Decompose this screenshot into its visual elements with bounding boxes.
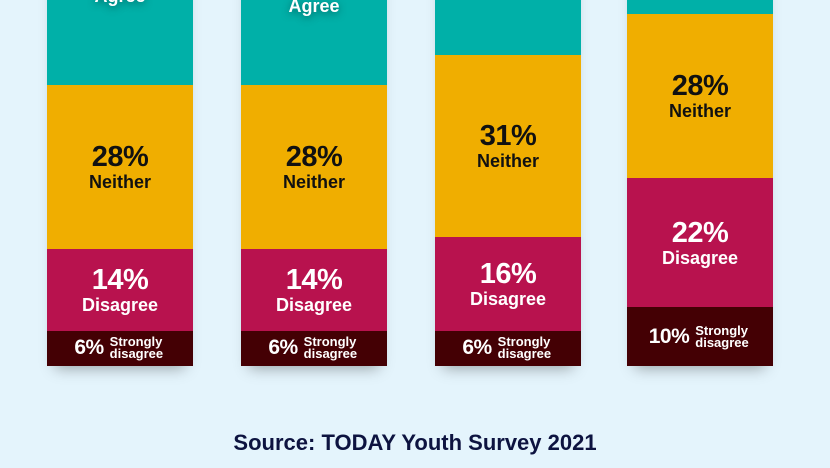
segment-agree xyxy=(627,0,773,15)
segment-value: 16% xyxy=(479,257,537,290)
segment-label: Disagree xyxy=(661,247,739,268)
segment-neither: 28% Neither xyxy=(627,14,773,179)
segment-disagree: 16% Disagree xyxy=(435,237,581,331)
segment-value: 14% xyxy=(285,263,343,296)
label-line: Strongly xyxy=(303,334,357,350)
bar-1: 6%Stronglydisagree14%Disagree28%NeitherA… xyxy=(47,0,193,366)
bar-4: 10% Strongly disagree 22% Disagree 28% Neither xyxy=(627,0,773,366)
segment-label: Strongly disagree xyxy=(497,334,554,362)
segment-label: Neither xyxy=(88,171,151,192)
segment-value: 31% xyxy=(479,120,537,153)
segment-value: 28% xyxy=(91,140,149,173)
source-caption: Source: TODAY Youth Survey 2021 xyxy=(233,430,597,455)
segment-label: Agree xyxy=(288,0,340,16)
segment-value: 14% xyxy=(91,263,149,296)
segment-disagree: 22% Disagree xyxy=(627,178,773,308)
segment-strongly-disagree: 10% Strongly disagree xyxy=(627,307,773,366)
label-line: disagree xyxy=(497,346,552,362)
label-line: disagree xyxy=(109,346,164,362)
segment-label: Neither xyxy=(476,151,539,172)
segment-value: 6% xyxy=(268,336,298,360)
segment-agree xyxy=(435,0,581,56)
segment-value: 22% xyxy=(671,216,729,249)
segment-label: Neither xyxy=(282,171,345,192)
segment-value: 6% xyxy=(74,336,104,360)
segment-label: Disagree xyxy=(469,288,547,309)
segment-label: Disagree xyxy=(81,294,159,315)
segment-label: Strongly disagree xyxy=(109,334,166,362)
segment-label: Agree xyxy=(94,0,145,6)
bar-3: 6% Strongly disagree 16% Disagree 31% Neither xyxy=(435,0,581,366)
segment-label: Neither xyxy=(668,101,731,122)
segment-neither: 31% Neither xyxy=(435,55,581,238)
label-line: disagree xyxy=(303,346,358,362)
segment-neither: 28% Neither xyxy=(47,84,193,249)
label-line: disagree xyxy=(695,334,749,350)
segment-value: 6% xyxy=(462,336,492,360)
segment-strongly-disagree: 6% Strongly disagree xyxy=(241,330,387,366)
segment-label: Strongly disagree xyxy=(695,322,751,350)
segment-agree: Agree xyxy=(241,0,387,85)
segment-label: Disagree xyxy=(275,294,353,315)
segment-label: Strongly disagree xyxy=(303,334,360,362)
bar-2: 6% Strongly disagree 14% Disagree 28% Neither A… xyxy=(241,0,387,366)
segment-agree: Agree xyxy=(47,0,193,85)
segment-neither: 28% Neither xyxy=(241,84,387,249)
label-line: Strongly xyxy=(497,334,551,350)
segment-value: 10% xyxy=(648,324,690,348)
segment-strongly-disagree: 6% Strongly disagree xyxy=(47,330,193,366)
label-line: Strongly xyxy=(109,334,163,350)
segment-disagree: 14% Disagree xyxy=(241,248,387,331)
segment-strongly-disagree: 6% Strongly disagree xyxy=(435,330,581,366)
label-line: Strongly xyxy=(695,322,748,338)
segment-value: 28% xyxy=(671,70,729,103)
segment-value: 28% xyxy=(285,140,343,173)
segment-disagree: 14% Disagree xyxy=(47,248,193,331)
